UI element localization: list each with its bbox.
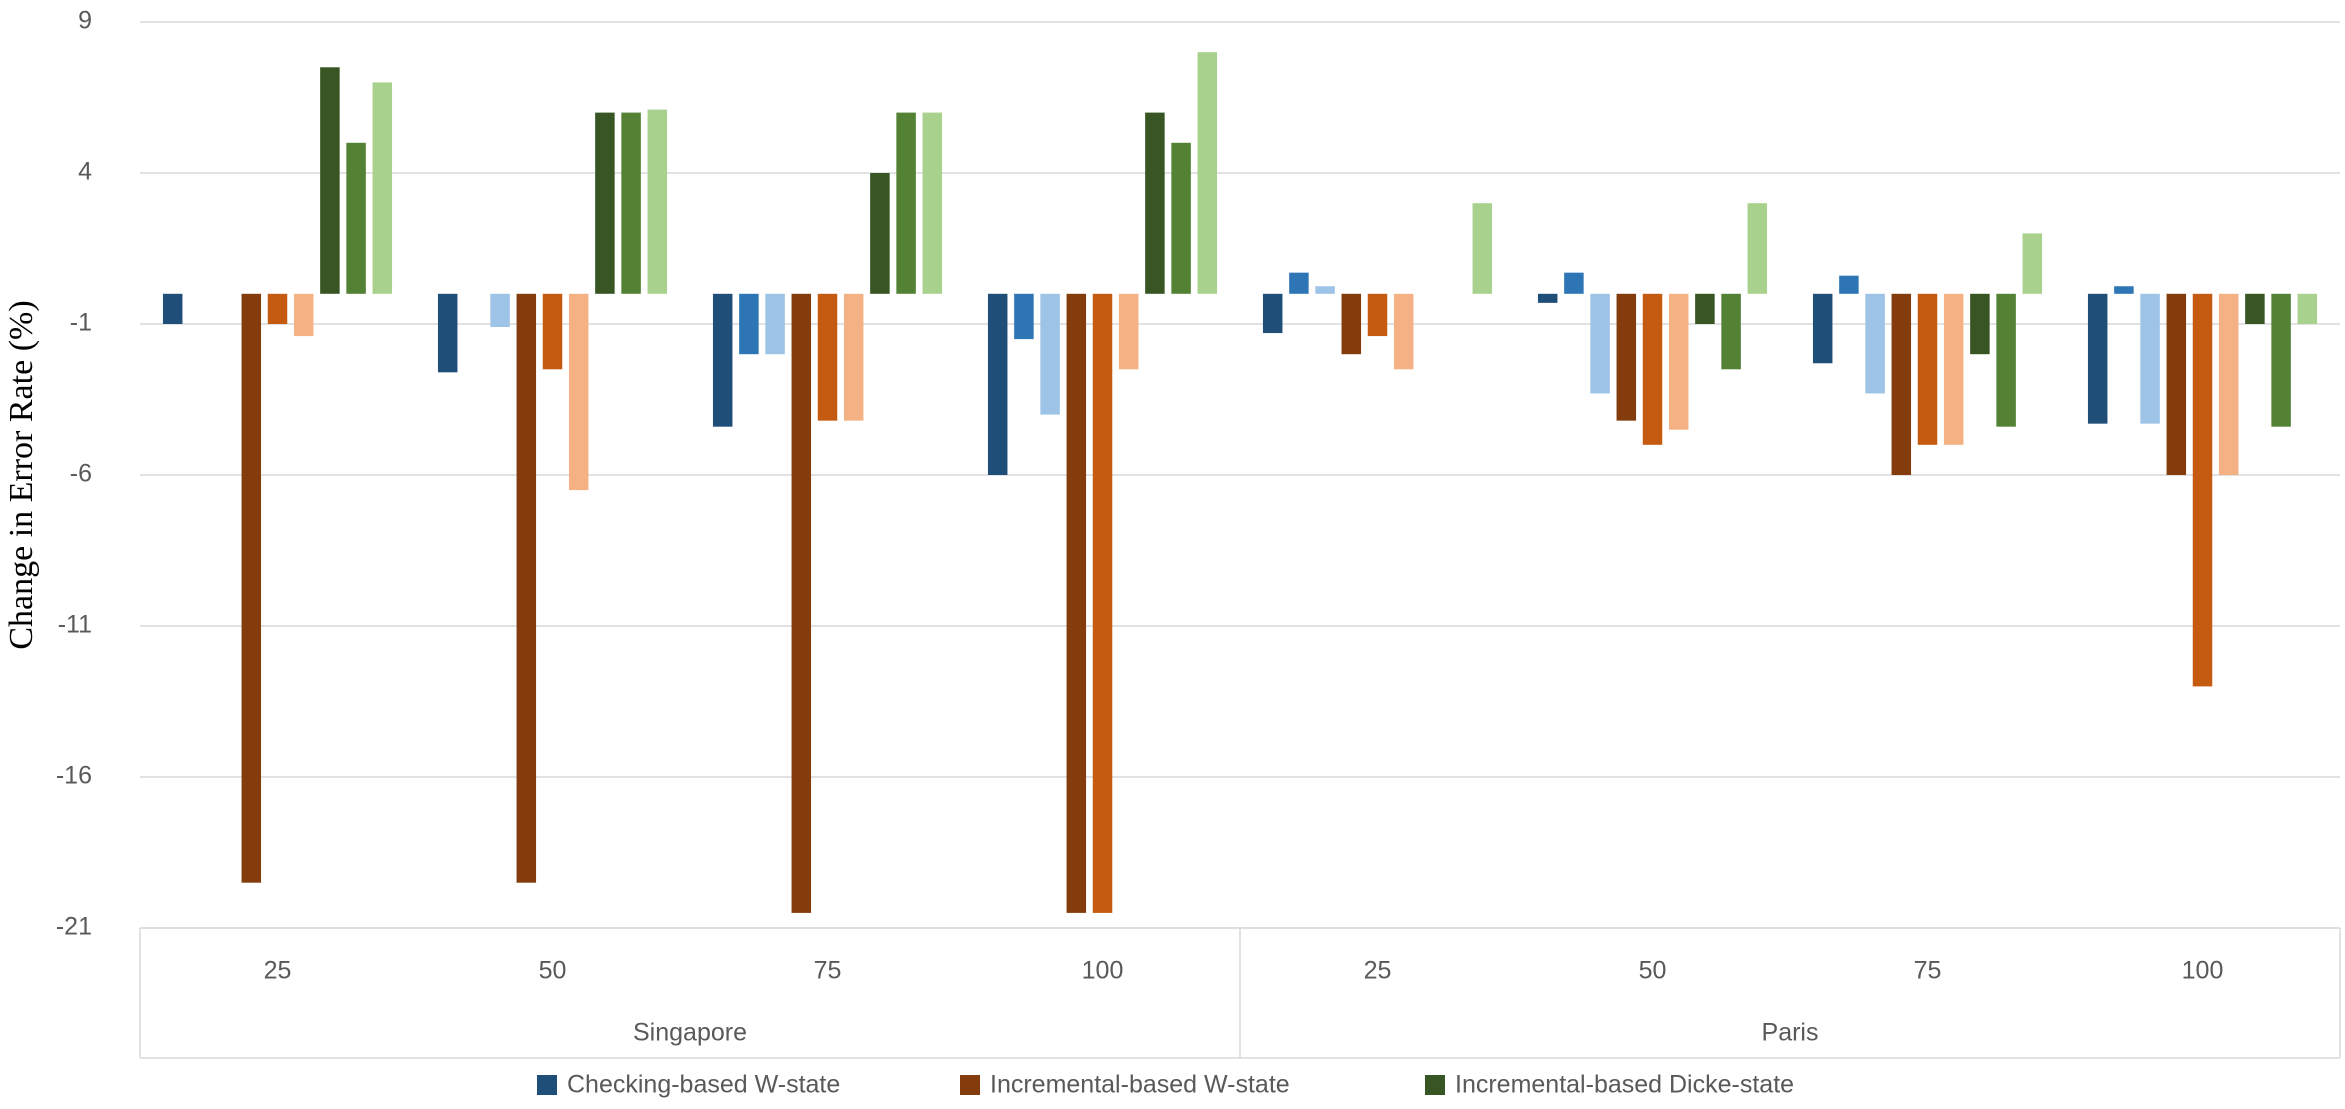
bar: [712, 293, 733, 427]
bar: [2166, 293, 2187, 475]
bar: [817, 293, 838, 421]
bar: [1197, 52, 1218, 294]
x-tick-label: 75: [814, 957, 842, 985]
x-tick-label: 75: [1914, 957, 1942, 985]
bar: [843, 293, 864, 421]
bar: [1014, 293, 1034, 340]
bar: [2114, 286, 2134, 294]
bar: [2022, 233, 2043, 294]
bar: [1642, 293, 1663, 445]
bar: [1171, 142, 1191, 294]
x-tick-label: 25: [264, 957, 292, 985]
legend-label: Incremental-based Dicke-state: [1455, 1071, 1794, 1099]
bar: [346, 142, 366, 294]
bar: [542, 293, 563, 370]
bar: [1564, 272, 1584, 294]
bar: [1812, 293, 1833, 364]
bar: [568, 293, 589, 491]
bar: [516, 293, 537, 883]
bar: [1616, 293, 1637, 421]
bar: [1315, 286, 1335, 294]
bar: [1040, 293, 1060, 415]
bar: [1289, 272, 1309, 294]
bar: [765, 293, 785, 355]
y-tick-label: -1: [70, 309, 92, 337]
bar: [2140, 293, 2160, 424]
bar: [1367, 293, 1388, 337]
legend-swatch: [1425, 1075, 1445, 1095]
bar: [1590, 293, 1610, 394]
bar: [2218, 293, 2239, 475]
x-tick-label: 25: [1364, 957, 1392, 985]
bar: [1341, 293, 1362, 355]
bar: [1943, 293, 1964, 445]
bar: [2271, 293, 2291, 427]
bar: [922, 112, 943, 294]
bar: [1839, 275, 1859, 294]
y-tick-label: 9: [78, 7, 92, 35]
bar: [1970, 293, 1990, 355]
legend-label: Checking-based W-state: [567, 1071, 840, 1099]
bar: [987, 293, 1008, 475]
bar: [1145, 112, 1165, 294]
bar: [870, 173, 890, 294]
y-tick-label: -11: [58, 611, 92, 639]
bar: [595, 112, 615, 294]
bar: [1891, 293, 1912, 475]
bar: [267, 293, 288, 324]
bar: [1668, 293, 1689, 430]
bar: [1917, 293, 1938, 445]
bar: [1092, 293, 1113, 913]
bar: [621, 112, 641, 294]
bar: [739, 293, 759, 355]
bar: [162, 293, 183, 324]
bar: [1393, 293, 1414, 370]
bar: [1472, 203, 1493, 294]
bar: [490, 293, 510, 328]
bar: [1118, 293, 1139, 370]
bar: [1537, 293, 1558, 303]
x-tick-label: 50: [1639, 957, 1667, 985]
bar: [1865, 293, 1885, 394]
bar: [2087, 293, 2108, 424]
y-tick-label: -6: [70, 460, 92, 488]
group-label: Paris: [1762, 1019, 1819, 1047]
group-label: Singapore: [633, 1019, 747, 1047]
bar: [1747, 203, 1768, 294]
bar: [791, 293, 812, 913]
bar: [320, 67, 340, 294]
x-tick-label: 100: [2182, 957, 2224, 985]
y-tick-label: -21: [56, 913, 92, 941]
y-tick-label: 4: [78, 158, 92, 186]
bar: [1721, 293, 1741, 370]
bar: [2245, 293, 2265, 324]
x-tick-label: 50: [539, 957, 567, 985]
bar: [2192, 293, 2213, 687]
legend-label: Incremental-based W-state: [990, 1071, 1290, 1099]
bar: [372, 82, 393, 294]
bar: [2297, 293, 2318, 324]
bar: [1066, 293, 1087, 913]
y-axis-label: Change in Error Rate (%): [3, 300, 40, 649]
bar: [437, 293, 458, 373]
bar: [293, 293, 314, 337]
legend-swatch: [960, 1075, 980, 1095]
y-tick-label: -16: [56, 762, 92, 790]
bar: [647, 109, 668, 294]
legend-swatch: [537, 1075, 557, 1095]
bar: [1996, 293, 2016, 427]
bar: [1695, 293, 1715, 324]
bar: [241, 293, 262, 883]
x-tick-label: 100: [1082, 957, 1124, 985]
bar: [1262, 293, 1283, 334]
bar: [896, 112, 916, 294]
